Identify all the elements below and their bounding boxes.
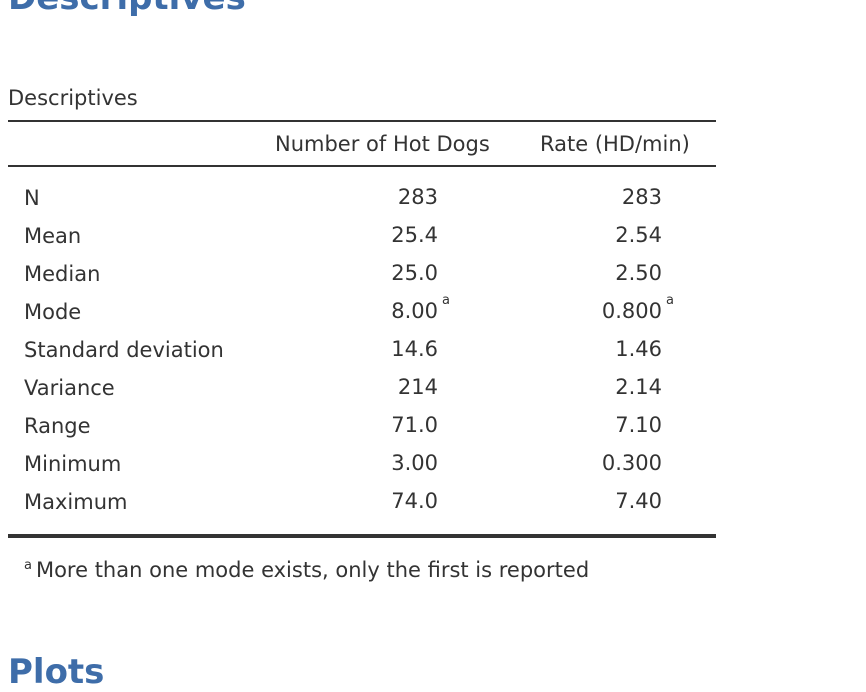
column-header: Rate (HD/min) xyxy=(540,132,690,156)
bottom-rule xyxy=(8,534,716,538)
table-title: Descriptives xyxy=(8,86,138,110)
cell: 25.4 xyxy=(298,222,438,248)
footnote-mark: a xyxy=(24,558,32,573)
cell-value: 14.6 xyxy=(391,337,438,361)
cell-value: 2.14 xyxy=(615,375,662,399)
cell-value: 283 xyxy=(397,185,438,209)
cell-value: 2.50 xyxy=(615,261,662,285)
row-label: Standard deviation xyxy=(24,338,224,362)
cell-value: 214 xyxy=(397,375,438,399)
row-label: Range xyxy=(24,414,91,438)
footnote: a More than one mode exists, only the fir… xyxy=(24,553,589,583)
footnote-text: More than one mode exists, only the firs… xyxy=(35,558,590,582)
section-title: Plots xyxy=(8,652,105,692)
cell: 7.10 xyxy=(522,412,662,438)
cell-value: 2.54 xyxy=(615,223,662,247)
cell: 283 xyxy=(298,184,438,210)
cell-value: 283 xyxy=(621,185,662,209)
cell-value: 25.0 xyxy=(391,261,438,285)
cell-value: 8.00 xyxy=(391,299,438,323)
cell-value: 0.800 xyxy=(601,299,662,323)
page: Descriptives Descriptives Number of Hot … xyxy=(8,0,716,692)
row-label: Median xyxy=(24,262,101,286)
cell: 3.00 xyxy=(298,450,438,476)
cell: 283 xyxy=(522,184,662,210)
header-rule xyxy=(8,165,716,167)
row-label: Maximum xyxy=(24,490,128,514)
cell-value: 25.4 xyxy=(391,223,438,247)
row-label: Mean xyxy=(24,224,82,248)
cell: 74.0 xyxy=(298,488,438,514)
row-label: Variance xyxy=(24,376,115,400)
cell: 1.46 xyxy=(522,336,662,362)
footnote-mark: a xyxy=(442,293,450,308)
cell: 0.300 xyxy=(522,450,662,476)
section-title: Descriptives xyxy=(8,0,246,18)
footnote-mark: a xyxy=(666,293,674,308)
cell-value: 3.00 xyxy=(391,451,438,475)
cell: 71.0 xyxy=(298,412,438,438)
column-header: Number of Hot Dogs xyxy=(275,132,490,156)
row-label: N xyxy=(24,186,40,210)
cell: 2.54 xyxy=(522,222,662,248)
cell-value: 74.0 xyxy=(391,489,438,513)
cell: 7.40 xyxy=(522,488,662,514)
cell-value: 7.40 xyxy=(615,489,662,513)
cell: 25.0 xyxy=(298,260,438,286)
row-label: Mode xyxy=(24,300,82,324)
cell: 0.800 xyxy=(522,298,662,324)
cell-value: 7.10 xyxy=(615,413,662,437)
cell: 2.50 xyxy=(522,260,662,286)
cell-value: 71.0 xyxy=(391,413,438,437)
top-rule xyxy=(8,120,716,122)
cell: 2.14 xyxy=(522,374,662,400)
cell-value: 0.300 xyxy=(601,451,662,475)
cell: 214 xyxy=(298,374,438,400)
row-label: Minimum xyxy=(24,452,122,476)
cell: 8.00 xyxy=(298,298,438,324)
cell-value: 1.46 xyxy=(615,337,662,361)
cell: 14.6 xyxy=(298,336,438,362)
